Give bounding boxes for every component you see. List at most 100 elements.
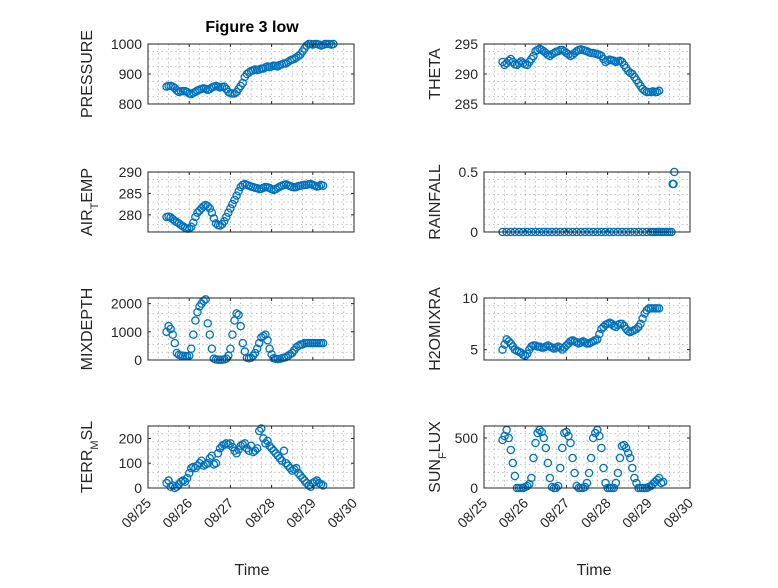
- data-point: [298, 340, 307, 349]
- grid: [147, 44, 355, 104]
- data-point: [252, 444, 262, 453]
- data-point: [302, 41, 311, 50]
- data-point: [541, 443, 551, 453]
- y-tick-label: 0: [134, 480, 142, 496]
- data-point: [510, 471, 520, 481]
- data-point: [193, 307, 202, 317]
- data-point: [236, 321, 245, 331]
- data-point: [187, 344, 196, 353]
- data-point: [628, 463, 637, 473]
- data-point: [250, 348, 260, 358]
- data-point: [265, 441, 274, 451]
- data-point: [555, 463, 565, 473]
- x-tick-label: 08/29: [619, 495, 655, 531]
- data-point: [201, 295, 210, 304]
- y-tick-label: 1000: [111, 324, 142, 340]
- data-point: [207, 344, 217, 353]
- data-point: [263, 336, 272, 345]
- data-point: [205, 204, 215, 213]
- x-tick-label: 08/25: [454, 495, 490, 531]
- data-point: [566, 438, 575, 448]
- series-markers: [162, 179, 328, 233]
- data-point: [615, 453, 625, 463]
- y-tick-label: 0.5: [459, 164, 479, 180]
- data-point: [265, 183, 274, 193]
- data-point: [257, 424, 266, 433]
- data-point: [283, 461, 293, 470]
- data-point: [269, 446, 278, 456]
- data-point: [611, 478, 621, 488]
- data-point: [211, 219, 221, 228]
- data-point: [601, 478, 610, 488]
- axes-box: [483, 425, 691, 489]
- data-point: [580, 482, 590, 492]
- data-point: [658, 477, 668, 487]
- x-tick-label: 08/25: [118, 495, 154, 531]
- y-axis-label: SUNFLUX: [427, 421, 449, 493]
- data-point: [184, 468, 194, 478]
- data-point: [232, 191, 241, 200]
- data-point: [222, 212, 231, 222]
- data-point: [298, 473, 307, 483]
- data-point: [529, 51, 538, 61]
- data-point: [189, 218, 198, 227]
- y-tick-label: 1000: [111, 36, 142, 52]
- data-point: [168, 330, 177, 339]
- data-point: [523, 349, 532, 359]
- x-axis-label-left: Time: [235, 562, 270, 579]
- subplot-2: 285 290 295 THETA: [427, 36, 691, 112]
- data-point: [203, 319, 212, 328]
- data-point: [226, 344, 235, 353]
- data-point: [314, 181, 324, 191]
- data-point: [626, 453, 635, 463]
- data-point: [265, 344, 274, 353]
- subplot-4: 0 0.5 RAINFALL: [427, 164, 691, 240]
- y-tick-label: 290: [119, 164, 143, 180]
- data-point: [228, 330, 237, 339]
- data-point: [529, 453, 538, 463]
- data-point: [273, 451, 283, 461]
- series-markers: [498, 44, 664, 97]
- data-point: [564, 49, 573, 59]
- data-point: [285, 463, 295, 473]
- axes-box: [483, 171, 691, 233]
- data-point: [623, 448, 633, 458]
- subplot-7: 0 100 200 08/25 08/26 08/27 08/28 08/29 08/30 TER…: [79, 421, 360, 531]
- data-point: [224, 208, 233, 217]
- data-point: [543, 458, 553, 468]
- data-point: [558, 443, 567, 453]
- data-point: [613, 468, 623, 478]
- data-point: [527, 473, 536, 483]
- data-point: [234, 187, 243, 196]
- data-point: [195, 458, 204, 468]
- grid: [483, 298, 691, 360]
- data-point: [586, 453, 596, 463]
- data-point: [531, 438, 540, 448]
- data-point: [191, 463, 200, 473]
- data-point: [582, 478, 592, 488]
- y-axis-label: MIXDEPTH: [79, 288, 96, 371]
- y-tick-label: 2000: [111, 296, 142, 312]
- data-point: [172, 86, 182, 95]
- subplot-6: 5 10 H2OMIXRA: [427, 287, 691, 371]
- data-point: [211, 458, 221, 468]
- data-point: [508, 458, 518, 468]
- data-point: [504, 56, 513, 66]
- data-point: [545, 473, 555, 483]
- data-point: [166, 324, 175, 334]
- data-point: [275, 453, 285, 463]
- data-point: [182, 473, 192, 483]
- data-point: [539, 433, 548, 443]
- data-point: [170, 338, 180, 348]
- figure-title: Figure 3 low: [205, 19, 299, 36]
- x-tick-label: 08/26: [159, 495, 195, 531]
- data-point: [617, 319, 627, 329]
- data-point: [294, 468, 303, 478]
- y-axis-label: H2OMIXRA: [427, 287, 444, 371]
- x-tick-label: 08/28: [578, 495, 614, 531]
- data-point: [254, 426, 264, 436]
- data-point: [597, 443, 606, 453]
